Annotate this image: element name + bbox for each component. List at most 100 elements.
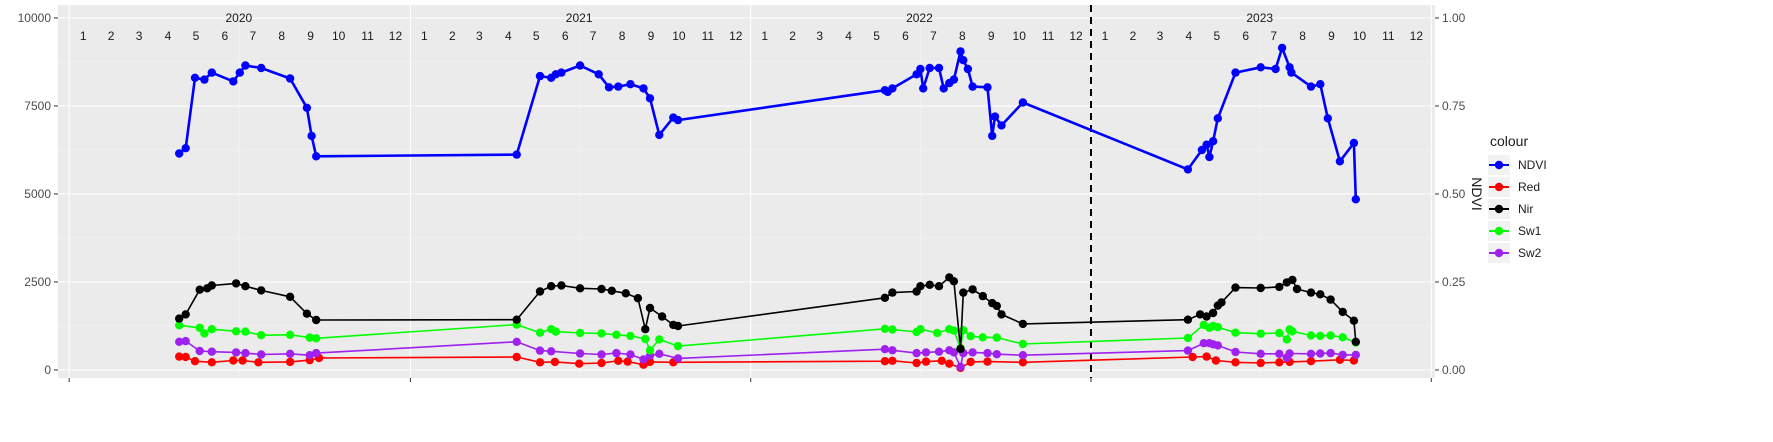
data-point-ndvi: [919, 84, 928, 93]
data-point-sw2: [285, 349, 295, 358]
month-label: 3: [136, 29, 143, 43]
data-point-ndvi: [557, 68, 566, 77]
data-point-ndvi: [956, 47, 965, 56]
data-point-sw1: [645, 346, 655, 355]
data-point-sw1: [231, 327, 241, 336]
data-point-nir: [1208, 308, 1218, 318]
data-point-red: [1275, 358, 1284, 367]
data-point-sw2: [626, 350, 635, 359]
legend-key-point: [1494, 204, 1504, 214]
year-label: 2022: [906, 11, 933, 25]
data-point-ndvi: [968, 82, 977, 91]
month-label: 9: [988, 29, 995, 43]
month-label: 9: [307, 29, 314, 43]
month-label: 5: [533, 29, 540, 43]
data-point-nir: [207, 281, 216, 290]
data-point-nir: [1231, 283, 1240, 292]
data-point-nir: [557, 281, 566, 290]
data-point-sw2: [175, 337, 184, 346]
year-label: 2021: [566, 11, 593, 25]
data-point-red: [645, 357, 655, 367]
data-point-nir: [673, 321, 683, 331]
legend-key-point: [1494, 160, 1504, 170]
legend-label: Nir: [1518, 202, 1533, 216]
data-point-red: [937, 356, 946, 365]
month-label: 7: [250, 29, 257, 43]
data-point-sw2: [241, 348, 250, 358]
data-point-sw2: [547, 347, 556, 356]
data-point-sw2: [949, 348, 959, 357]
month-label: 7: [930, 29, 937, 43]
data-point-ndvi: [949, 75, 959, 84]
data-point-sw1: [207, 325, 216, 334]
data-point-ndvi: [1205, 152, 1214, 162]
data-point-sw1: [285, 330, 295, 339]
data-point-sw1: [195, 323, 204, 332]
data-point-red: [1211, 356, 1221, 365]
month-label: 8: [1299, 29, 1306, 43]
data-point-red: [1018, 358, 1028, 367]
data-point-ndvi: [175, 149, 184, 158]
data-point-sw2: [992, 350, 1001, 359]
left-tick-label: 0: [44, 363, 51, 377]
data-point-ndvi: [990, 112, 1000, 121]
legend-key-point: [1494, 226, 1504, 236]
data-point-nir: [257, 286, 266, 295]
data-point-red: [966, 357, 975, 367]
data-point-sw1: [1275, 328, 1284, 338]
data-point-red: [229, 356, 238, 365]
data-point-sw2: [1326, 348, 1335, 358]
data-point-sw1: [655, 335, 664, 344]
data-point-sw2: [612, 348, 621, 358]
month-label: 9: [648, 29, 655, 43]
data-point-sw1: [992, 333, 1001, 342]
data-point-sw2: [1285, 349, 1294, 358]
data-point-nir: [880, 293, 890, 302]
data-point-sw2: [181, 336, 190, 346]
data-point-nir: [1195, 310, 1205, 319]
data-point-ndvi: [512, 150, 521, 159]
data-point-sw2: [1338, 350, 1347, 360]
data-point-sw2: [639, 355, 648, 364]
data-point-nir: [312, 315, 321, 325]
month-label: 5: [873, 29, 880, 43]
data-point-red: [623, 357, 632, 366]
legend-key-point: [1494, 182, 1504, 192]
data-point-nir: [1351, 337, 1361, 346]
month-label: 5: [193, 29, 200, 43]
data-point-nir: [1018, 319, 1028, 329]
series-sw2: [175, 336, 1361, 371]
data-point-nir: [925, 280, 934, 289]
data-point-sw1: [1288, 327, 1297, 336]
data-point-ndvi: [1351, 195, 1361, 204]
month-label: 7: [1270, 29, 1277, 43]
data-point-sw2: [1213, 341, 1223, 350]
data-point-sw2: [535, 346, 545, 355]
legend-key-point: [1494, 248, 1504, 258]
series-nir: [175, 273, 1361, 354]
month-label: 12: [1410, 29, 1424, 43]
data-point-sw2: [597, 350, 606, 359]
data-point-nir: [1326, 295, 1335, 304]
data-point-sw2: [673, 354, 683, 363]
month-label: 6: [902, 29, 909, 43]
data-point-nir: [1349, 316, 1359, 325]
data-point-ndvi: [307, 131, 316, 141]
data-point-ndvi: [1213, 114, 1223, 123]
month-label: 4: [165, 29, 172, 43]
data-point-nir: [992, 301, 1001, 311]
data-point-ndvi: [302, 103, 312, 113]
data-point-ndvi: [1183, 165, 1193, 174]
data-point-ndvi: [1018, 98, 1028, 107]
data-point-nir: [633, 294, 643, 303]
data-point-sw1: [1316, 331, 1325, 341]
data-point-red: [181, 352, 190, 362]
month-label: 11: [702, 29, 715, 43]
data-point-ndvi: [626, 80, 635, 89]
data-point-red: [207, 358, 216, 367]
month-label: 12: [1069, 29, 1083, 43]
data-point-red: [888, 356, 897, 365]
data-point-nir: [285, 292, 295, 301]
data-point-sw1: [1338, 333, 1347, 342]
data-point-red: [945, 359, 954, 368]
